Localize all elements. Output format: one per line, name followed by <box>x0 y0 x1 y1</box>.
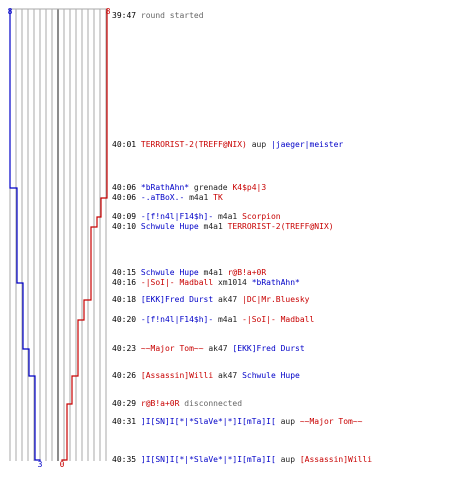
event-player: Schwule Hupe <box>242 371 300 380</box>
event-player: Scorpion <box>242 212 281 221</box>
event-weapon: m4a1 <box>213 212 243 221</box>
event-player: |DC|Mr.Bluesky <box>242 295 310 304</box>
event-time: 39:47 <box>112 11 141 20</box>
event-player: *bRathAhn* <box>251 278 300 287</box>
event-player: ~~Major Tom~~ <box>299 417 363 426</box>
event-row: 40:23 ~~Major Tom~~ ak47 [EKK]Fred Durst <box>112 344 305 354</box>
event-weapon: ak47 <box>203 344 233 353</box>
event-player: -[f!n4l|F14$h]- <box>140 315 214 324</box>
event-row: 40:06 *bRathAhn* grenade K4$p4|3 <box>112 183 266 193</box>
event-player: -[f!n4l|F14$h]- <box>140 212 214 221</box>
event-row: 40:15 Schwule Hupe m4a1 r@B!a+0R <box>112 268 266 278</box>
event-row: 40:18 [EKK]Fred Durst ak47 |DC|Mr.Bluesk… <box>112 295 310 305</box>
event-time: 40:31 <box>112 417 141 426</box>
event-weapon: ak47 <box>213 295 243 304</box>
event-player: *bRathAhn* <box>140 183 190 192</box>
blue-start-count: 8 <box>8 7 13 16</box>
event-weapon: m4a1 <box>198 222 228 231</box>
event-time: 40:18 <box>112 295 141 304</box>
red-start-count: 8 <box>106 7 111 16</box>
event-time: 40:16 <box>112 278 141 287</box>
event-player: -.aTBoX.- <box>140 193 185 202</box>
event-time: 40:06 <box>112 193 141 202</box>
event-weapon: m4a1 <box>184 193 214 202</box>
event-weapon: aup <box>275 417 300 426</box>
event-row: 40:26 [Assassin]Willi ak47 Schwule Hupe <box>112 371 300 381</box>
event-player: ~~Major Tom~~ <box>140 344 204 353</box>
event-weapon: ak47 <box>213 371 243 380</box>
event-row: 40:06 -.aTBoX.- m4a1 TK <box>112 193 223 203</box>
event-player: [EKK]Fred Durst <box>140 295 214 304</box>
event-row: 40:16 -|SoI|- Madball xm1014 *bRathAhn* <box>112 278 300 288</box>
event-player: r@B!a+0R <box>227 268 267 277</box>
event-player: Schwule Hupe <box>140 268 199 277</box>
grid-lines <box>9 8 107 461</box>
event-player: [EKK]Fred Durst <box>232 344 305 353</box>
event-time: 40:23 <box>112 344 141 353</box>
event-status: disconnected <box>179 399 243 408</box>
event-time: 40:06 <box>112 183 141 192</box>
blue-team-line <box>9 9 41 461</box>
team-lines <box>9 9 108 461</box>
event-player: Schwule Hupe <box>140 222 199 231</box>
event-time: 40:20 <box>112 315 141 324</box>
event-row: 40:29 r@B!a+0R disconnected <box>112 399 242 409</box>
event-weapon: aup <box>246 140 271 149</box>
event-row: 40:09 -[f!n4l|F14$h]- m4a1 Scorpion <box>112 212 281 222</box>
event-player: TERRORIST-2(TREFF@NIX) <box>227 222 334 231</box>
event-row: 40:20 -[f!n4l|F14$h]- m4a1 -|SoI|- Madba… <box>112 315 314 325</box>
event-row: 40:10 Schwule Hupe m4a1 TERRORIST-2(TREF… <box>112 222 334 232</box>
event-player: TK <box>213 193 223 202</box>
event-player: TERRORIST-2(TREFF@NIX) <box>140 140 247 149</box>
event-row: 40:31 ]I[SN]I[*|*SlaVe*|*]I[mTa]I[ aup ~… <box>112 417 362 427</box>
red-end-count: 0 <box>60 460 65 469</box>
blue-end-count: 3 <box>38 460 43 469</box>
event-time: 40:15 <box>112 268 141 277</box>
event-time: 40:35 <box>112 455 141 464</box>
event-time: 40:10 <box>112 222 141 231</box>
event-weapon: grenade <box>189 183 233 192</box>
event-time: 40:26 <box>112 371 141 380</box>
event-row: 40:01 TERRORIST-2(TREFF@NIX) aup |jaeger… <box>112 140 343 150</box>
event-status: round started <box>140 11 204 20</box>
event-player: ]I[SN]I[*|*SlaVe*|*]I[mTa]I[ <box>140 455 276 464</box>
event-weapon: m4a1 <box>198 268 228 277</box>
event-player: [Assassin]Willi <box>140 371 214 380</box>
event-weapon: m4a1 <box>213 315 243 324</box>
event-player: K4$p4|3 <box>232 183 267 192</box>
event-row: 39:47 round started <box>112 11 204 21</box>
event-weapon: xm1014 <box>213 278 252 287</box>
event-player: [Assassin]Willi <box>299 455 373 464</box>
event-player: -|SoI|- Madball <box>140 278 214 287</box>
event-player: ]I[SN]I[*|*SlaVe*|*]I[mTa]I[ <box>140 417 276 426</box>
event-row: 40:35 ]I[SN]I[*|*SlaVe*|*]I[mTa]I[ aup [… <box>112 455 372 465</box>
event-time: 40:09 <box>112 212 141 221</box>
event-player: r@B!a+0R <box>140 399 180 408</box>
event-player: -|SoI|- Madball <box>242 315 315 324</box>
red-team-line <box>61 9 108 461</box>
event-time: 40:01 <box>112 140 141 149</box>
event-player: |jaeger|meister <box>270 140 344 149</box>
event-time: 40:29 <box>112 399 141 408</box>
event-weapon: aup <box>275 455 300 464</box>
